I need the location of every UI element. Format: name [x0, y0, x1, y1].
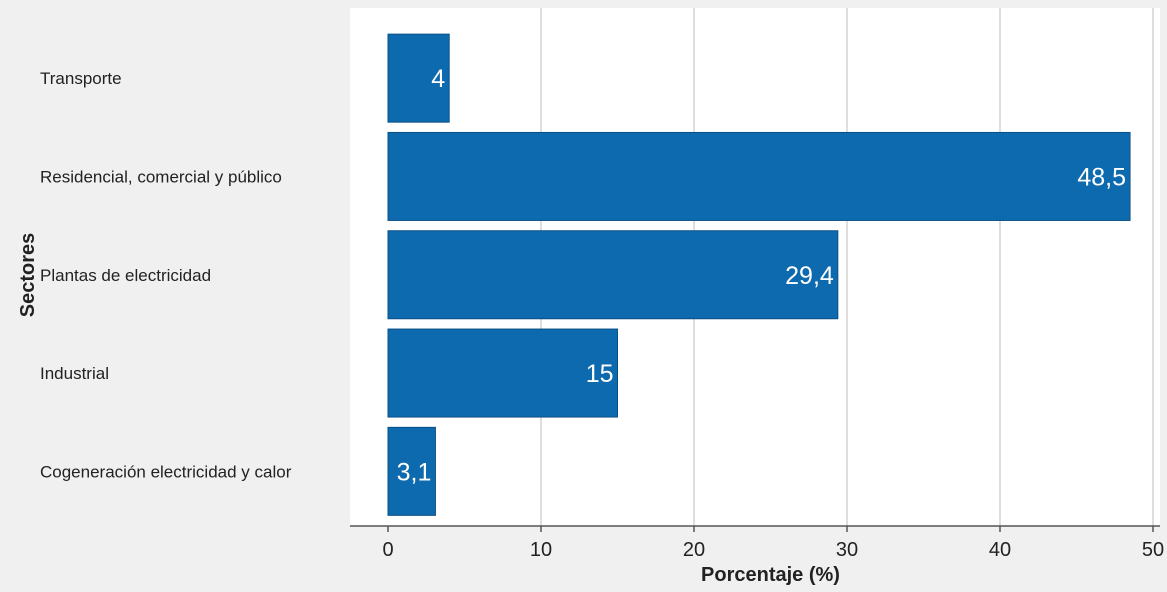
bar — [387, 230, 839, 320]
x-axis: 0 10 20 30 40 50 — [350, 525, 1164, 561]
bar — [387, 131, 1131, 221]
x-tick-label: 0 — [382, 539, 393, 561]
bar-data-label: 29,4 — [785, 262, 834, 290]
bar-data-label: 3,1 — [397, 458, 432, 486]
bar-data-label: 48,5 — [1077, 163, 1126, 191]
bars — [387, 33, 1131, 516]
x-axis-title: Porcentaje (%) — [701, 564, 840, 586]
category-label: Plantas de electricidad — [40, 266, 211, 285]
x-tick-label: 20 — [683, 539, 705, 561]
x-tick-label: 30 — [836, 539, 858, 561]
y-axis-title: Sectores — [17, 233, 39, 318]
category-label: Cogeneración electricidad y calor — [40, 462, 292, 481]
category-label: Industrial — [40, 364, 109, 383]
category-label: Residencial, comercial y público — [40, 167, 282, 186]
bar — [387, 426, 436, 516]
bar-data-label: 15 — [586, 360, 614, 388]
x-tick-label: 40 — [989, 539, 1011, 561]
bar — [387, 33, 450, 123]
x-tick-label: 10 — [530, 539, 552, 561]
bar-data-label: 4 — [431, 65, 445, 93]
category-label: Transporte — [40, 69, 122, 88]
category-labels: Transporte Residencial, comercial y públi… — [40, 69, 292, 481]
x-tick-label: 50 — [1142, 539, 1164, 561]
bar-data-labels: 4 48,5 29,4 15 3,1 — [397, 65, 1126, 486]
bar — [387, 328, 618, 418]
